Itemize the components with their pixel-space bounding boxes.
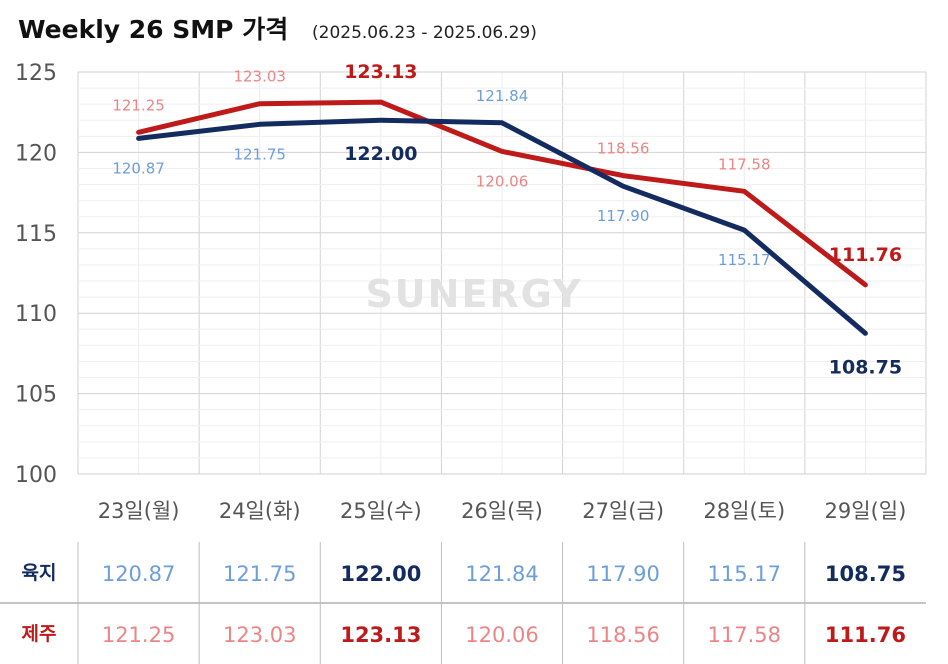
data-label-1: 117.58 (718, 155, 771, 173)
table-cell: 115.17 (708, 562, 781, 586)
x-tick-label: 29일(일) (825, 499, 907, 523)
table-cell: 121.25 (102, 623, 175, 647)
data-label-0: 120.87 (112, 159, 165, 177)
data-label-0: 121.75 (233, 145, 286, 163)
y-tick-label: 125 (15, 61, 57, 86)
table-cell: 121.75 (223, 562, 296, 586)
data-label-1: 118.56 (597, 140, 650, 158)
data-table: 육지 120.87 121.75 122.00 121.84 117.90 115.17 10… (0, 542, 926, 664)
table-cell: 120.87 (102, 562, 175, 586)
x-tick-label: 25일(수) (340, 499, 422, 523)
table-cell: 121.84 (465, 562, 538, 586)
data-label-1: 120.06 (476, 172, 529, 190)
data-label-1: 111.76 (829, 244, 902, 266)
y-tick-label: 120 (15, 141, 57, 166)
table-row-label: 제주 (22, 623, 57, 645)
table-cell: 111.76 (825, 623, 906, 647)
data-label-0: 121.84 (476, 87, 529, 105)
data-label-0: 117.90 (597, 207, 650, 225)
data-label-1: 123.13 (344, 61, 417, 83)
chart-title: Weekly 26 SMP 가격 (18, 15, 288, 44)
table-cell: 123.13 (340, 623, 421, 647)
data-label-0: 115.17 (718, 251, 771, 269)
x-tick-label: 24일(화) (219, 499, 301, 523)
x-axis: 23일(월) 24일(화) 25일(수) 26일(목) 27일(금) 28일(토) 29일(… (98, 499, 907, 523)
table-cell: 108.75 (825, 562, 906, 586)
y-tick-label: 100 (15, 463, 57, 488)
y-axis: 100 105 110 115 120 125 (15, 61, 57, 488)
data-labels: 120.87 121.75 122.00 121.84 117.90 115.17 108.… (112, 61, 902, 378)
table-cell: 117.58 (708, 623, 781, 647)
y-tick-label: 115 (15, 222, 57, 247)
table-cell: 122.00 (340, 562, 421, 586)
series-line-0 (136, 117, 868, 336)
watermark: SUNERGY (365, 272, 582, 316)
table-cell: 117.90 (586, 562, 659, 586)
x-tick-label: 27일(금) (582, 499, 664, 523)
data-label-1: 123.03 (233, 68, 286, 86)
table-cell: 123.03 (223, 623, 296, 647)
grid (77, 71, 927, 475)
table-cell: 118.56 (586, 623, 659, 647)
table-cell: 120.06 (465, 623, 538, 647)
x-tick-label: 23일(월) (98, 499, 180, 523)
chart-period: (2025.06.23 - 2025.06.29) (312, 23, 537, 43)
series-lines (136, 99, 868, 336)
data-label-1: 121.25 (112, 96, 165, 114)
data-label-0: 122.00 (344, 143, 417, 165)
x-tick-label: 28일(토) (703, 499, 785, 523)
series-line-1 (136, 99, 868, 288)
x-tick-label: 26일(목) (461, 499, 543, 523)
y-tick-label: 105 (15, 383, 57, 408)
y-tick-label: 110 (15, 302, 57, 327)
data-label-0: 108.75 (829, 356, 902, 378)
table-row-label: 육지 (22, 562, 57, 584)
